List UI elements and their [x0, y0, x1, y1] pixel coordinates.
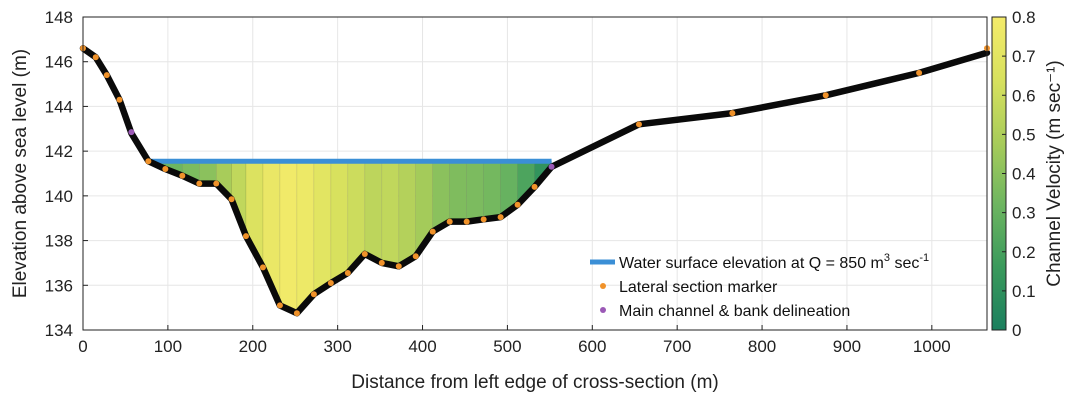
lateral-marker-point — [327, 280, 334, 287]
x-tick-label: 800 — [748, 337, 776, 356]
tick-labels: 0 100 200 300 400 500 600 700 800 900 1000 134 136 13… — [45, 8, 951, 356]
colorbar-tick-label: 0.4 — [1012, 165, 1036, 184]
x-tick-label: 1000 — [913, 337, 951, 356]
colorbar-tick-label: 0.7 — [1012, 47, 1036, 66]
legend-bank-marker — [600, 307, 606, 313]
velocity-segment — [330, 160, 349, 284]
lateral-marker-point — [463, 218, 470, 225]
lateral-marker-point — [514, 201, 521, 208]
lateral-marker-point — [446, 218, 453, 225]
legend-lateral-marker — [600, 283, 606, 289]
bank-marker-point — [128, 129, 135, 136]
colorbar-tick-label: 0.1 — [1012, 282, 1036, 301]
colorbar-tick-label: 0.8 — [1012, 8, 1036, 27]
colorbar-tick-label: 0.6 — [1012, 86, 1036, 105]
colorbar-tick-label: 0.5 — [1012, 125, 1036, 144]
lateral-marker-point — [293, 310, 300, 317]
x-axis-label: Distance from left edge of cross-section… — [351, 372, 718, 393]
lateral-marker-point — [179, 172, 186, 179]
legend-water-mid: sec — [890, 255, 919, 272]
legend-water-prefix: Water surface elevation at Q = 850 m — [619, 255, 884, 272]
x-tick-label: 300 — [323, 337, 351, 356]
y-tick-label: 144 — [45, 97, 73, 116]
x-tick-label: 500 — [493, 337, 521, 356]
lateral-marker-point — [822, 92, 829, 99]
legend-water-label: Water surface elevation at Q = 850 m3 se… — [619, 252, 929, 272]
colorbar-tick-label: 0 — [1012, 321, 1021, 340]
lateral-marker-point — [531, 183, 538, 190]
lateral-marker-point — [378, 259, 385, 266]
y-tick-label: 148 — [45, 8, 73, 27]
lateral-marker-point — [145, 158, 152, 165]
legend-bank-label: Main channel & bank delineation — [619, 303, 850, 320]
legend-water-sup1: 3 — [884, 252, 890, 264]
lateral-marker-point — [344, 269, 351, 276]
velocity-segment — [449, 160, 468, 222]
lateral-marker-point — [429, 228, 436, 235]
lateral-marker-point — [729, 110, 736, 117]
legend-water-sup2: -1 — [919, 252, 929, 264]
velocity-segment — [199, 160, 217, 184]
velocity-segment — [483, 160, 501, 220]
lateral-marker-point — [103, 72, 110, 79]
lateral-marker-point — [259, 264, 266, 271]
lateral-marker-point — [395, 263, 402, 270]
lateral-marker-point — [480, 216, 487, 223]
plot-frame — [82, 16, 988, 331]
y-tick-label: 134 — [45, 321, 73, 340]
x-tick-label: 900 — [833, 337, 861, 356]
y-tick-label: 146 — [45, 53, 73, 72]
velocity-segment — [279, 160, 298, 314]
x-tick-label: 400 — [408, 337, 436, 356]
legend: Water surface elevation at Q = 850 m3 se… — [590, 252, 929, 320]
velocity-segment — [466, 160, 484, 222]
x-tick-label: 100 — [154, 337, 182, 356]
lateral-marker-point — [361, 250, 368, 257]
x-tick-label: 600 — [578, 337, 606, 356]
y-tick-label: 142 — [45, 142, 73, 161]
lateral-marker-point — [92, 54, 99, 61]
y-tick-label: 140 — [45, 187, 73, 206]
y-tick-label: 136 — [45, 276, 73, 295]
bank-marker-point — [548, 163, 555, 170]
lateral-marker-point — [635, 121, 642, 128]
colorbar-tick-label: 0.3 — [1012, 204, 1036, 223]
x-tick-label: 0 — [78, 337, 87, 356]
colorbar-tick-label: 0.2 — [1012, 243, 1036, 262]
y-tick-label: 138 — [45, 232, 73, 251]
lateral-marker-point — [276, 302, 283, 309]
velocity-segment — [381, 160, 400, 267]
lateral-marker-point — [116, 96, 123, 103]
lateral-marker-point — [242, 233, 249, 240]
velocity-segment — [313, 160, 332, 295]
axes — [82, 16, 988, 331]
velocity-segment — [296, 160, 315, 314]
velocity-segment — [364, 160, 383, 264]
markers — [80, 45, 990, 317]
x-tick-label: 700 — [663, 337, 691, 356]
lateral-marker-point — [412, 253, 419, 260]
colorbar: 0 0.1 0.2 0.3 0.4 0.5 0.6 0.7 0.8 — [991, 8, 1036, 340]
x-tick-label: 200 — [239, 337, 267, 356]
lateral-marker-point — [162, 166, 169, 173]
lateral-marker-point — [497, 214, 504, 221]
lateral-marker-point — [213, 180, 220, 187]
lateral-marker-point — [196, 180, 203, 187]
velocity-segment — [398, 160, 417, 267]
lateral-marker-point — [228, 196, 235, 203]
colorbar-label: Channel Velocity (m sec⁻¹) — [1044, 60, 1065, 287]
legend-lateral-label: Lateral section marker — [619, 279, 778, 296]
y-axis-label: Elevation above sea level (m) — [10, 49, 31, 298]
lateral-marker-point — [916, 69, 923, 76]
lateral-marker-point — [310, 291, 317, 298]
